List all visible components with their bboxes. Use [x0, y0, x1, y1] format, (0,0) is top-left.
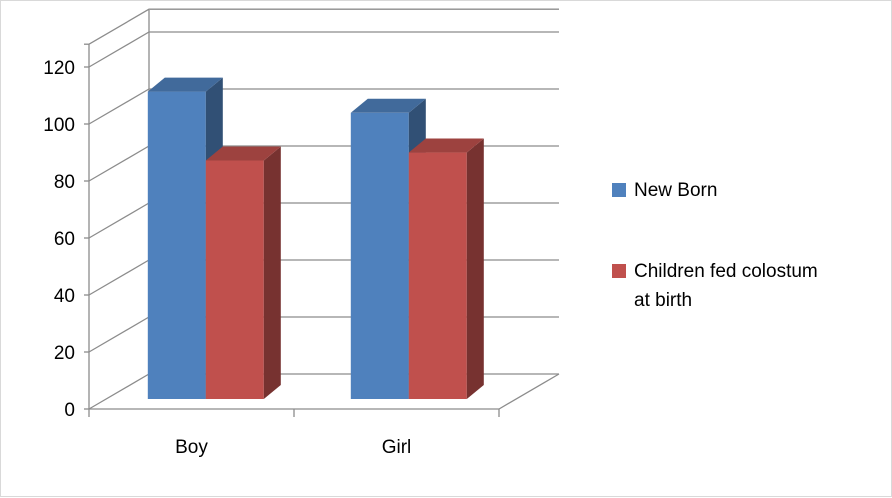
bar-front: [205, 160, 264, 399]
bar-front: [350, 112, 409, 400]
y-tick-label: 120: [43, 58, 75, 79]
bar-top: [350, 98, 426, 113]
gridline: [88, 88, 559, 125]
bar-side: [466, 138, 484, 400]
y-tick-label: 60: [54, 229, 75, 250]
x-tick-label: Boy: [175, 437, 208, 458]
chart-axes: [84, 43, 500, 417]
gridline: [88, 8, 559, 45]
bar-girl-1: [408, 138, 484, 400]
y-axis-tick-labels: 0 20 40 60 80 100 120: [43, 58, 75, 421]
bars: [147, 77, 484, 400]
bar-boy-1: [205, 146, 281, 399]
y-tick-label: 100: [43, 115, 75, 136]
legend-swatch: [612, 183, 626, 197]
y-tick-label: 20: [54, 343, 75, 364]
bar-front: [408, 152, 467, 399]
legend-label: Children fed colostum at birth: [634, 261, 818, 311]
gridline: [88, 31, 559, 68]
x-axis-tick-labels: Boy Girl: [175, 437, 411, 458]
y-tick-label: 0: [64, 400, 75, 421]
bar-top: [408, 138, 484, 153]
legend-swatch: [612, 264, 626, 278]
y-tick-label: 40: [54, 286, 75, 307]
legend-label: New Born: [634, 180, 717, 201]
bar-front: [147, 91, 206, 399]
bar-top: [205, 146, 281, 161]
legend: New Born Children fed colostum at birth: [612, 180, 818, 311]
bar-side: [263, 146, 281, 399]
bar-top: [147, 77, 223, 92]
x-tick-label: Girl: [382, 437, 412, 458]
y-tick-label: 80: [54, 172, 75, 193]
